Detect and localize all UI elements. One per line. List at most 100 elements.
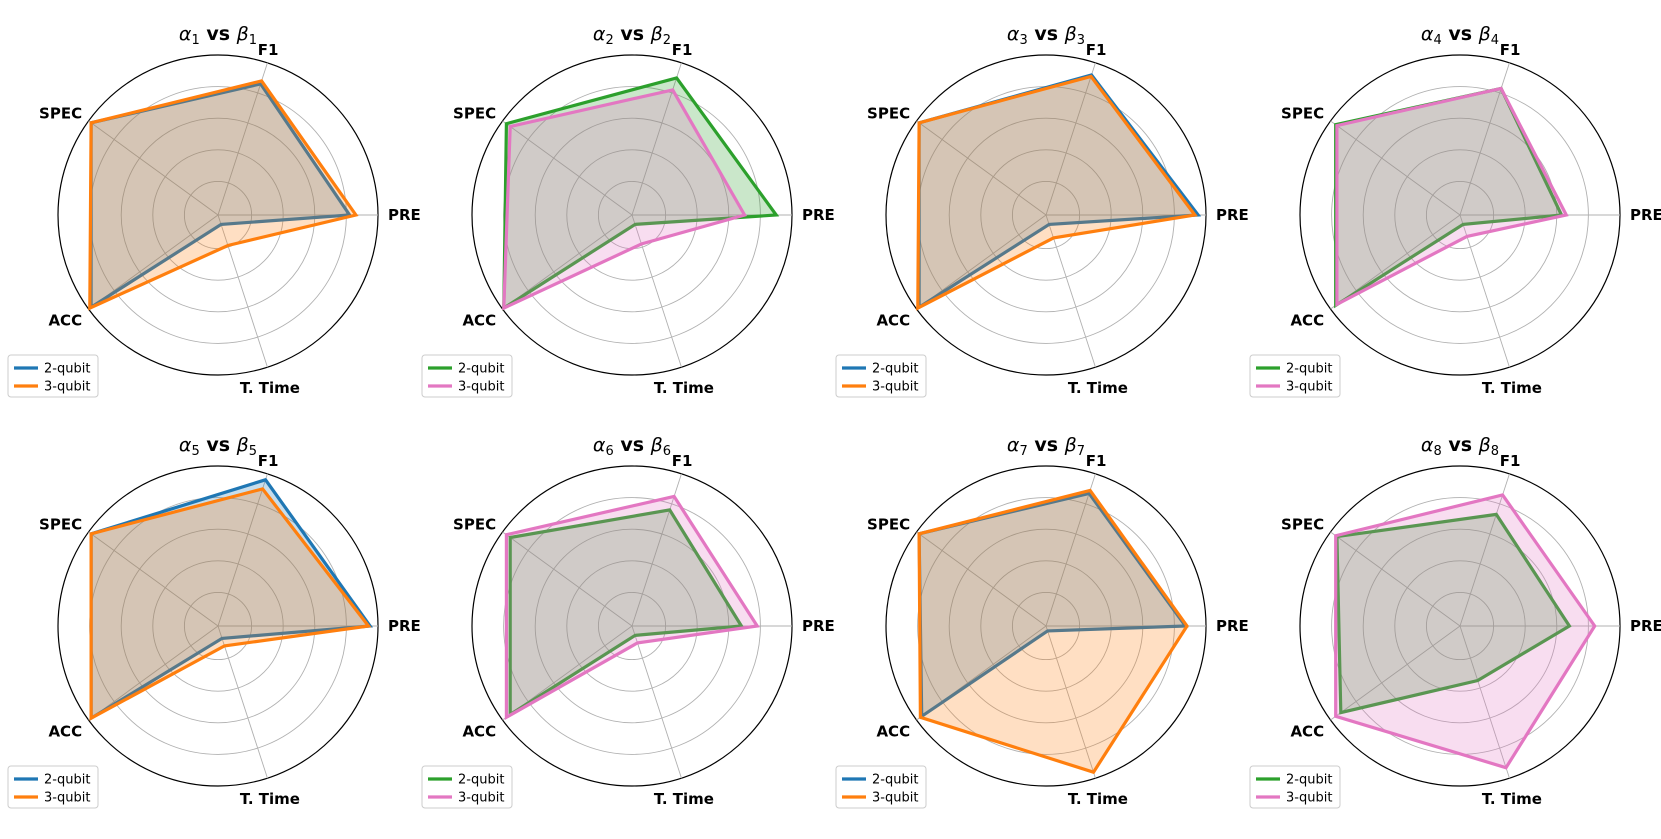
axis-label: ACC	[462, 723, 496, 741]
radar-spoke	[1330, 120, 1461, 216]
radar-spoke	[502, 531, 633, 627]
radar-spoke	[1045, 625, 1096, 779]
series-fill-2-qubit	[510, 509, 742, 715]
radar-chart-1: PRE F1 SPEC ACC T. Time α1​ vs β1​ 2-qubit 3-qu…	[7, 23, 421, 398]
legend-label: 3-qubit	[1286, 380, 1332, 395]
series-fill-2-qubit	[1335, 88, 1562, 306]
radar-spoke	[1459, 214, 1510, 368]
radar-spoke	[1330, 625, 1461, 721]
axis-label: F1	[258, 452, 279, 470]
legend-label: 3-qubit	[458, 380, 504, 395]
series-line-2-qubit	[508, 508, 745, 718]
series-fill-3-qubit	[91, 488, 369, 719]
axis-label: PRE	[388, 206, 421, 224]
series-fill-2-qubit	[1336, 514, 1570, 713]
series-fill-3-qubit	[89, 80, 356, 309]
chart-title: α2​ vs β2​	[593, 23, 671, 48]
chart-title: α7​ vs β7​	[1007, 434, 1085, 459]
radar-chart-6: PRE F1 SPEC ACC T. Time α6​ vs β6​ 2-qubit 3-qu…	[421, 434, 835, 809]
series-fill-3-qubit	[506, 496, 758, 718]
legend-label: 2-qubit	[458, 773, 504, 788]
series-fill-2-qubit	[503, 77, 777, 309]
axis-label: PRE	[1216, 617, 1249, 635]
legend: 2-qubit 3-qubit	[7, 354, 99, 398]
series-line-2-qubit	[1335, 512, 1572, 715]
radar-chart-7: PRE F1 SPEC ACC T. Time α7​ vs β7​ 2-qubit 3-qu…	[835, 434, 1249, 809]
radar-spoke	[1459, 625, 1510, 779]
series-fill-2-qubit	[919, 493, 1186, 717]
series-line-3-qubit	[916, 74, 1198, 311]
axis-label: PRE	[1216, 206, 1249, 224]
series-line-3-qubit	[89, 487, 372, 721]
axis-label: SPEC	[39, 515, 82, 533]
radar-spoke	[916, 531, 1047, 627]
legend-label: 3-qubit	[872, 380, 918, 395]
axis-label: F1	[672, 41, 693, 59]
chart-title: α4​ vs β4​	[1421, 23, 1499, 48]
radar-spoke	[88, 625, 219, 721]
legend: 2-qubit 3-qubit	[1249, 354, 1341, 398]
series-line-2-qubit	[502, 76, 780, 312]
axis-label: SPEC	[39, 104, 82, 122]
axis-label: F1	[1500, 41, 1521, 59]
radar-spoke	[916, 120, 1047, 216]
radar-chart-4: PRE F1 SPEC ACC T. Time α4​ vs β4​ 2-qubit 3-qu…	[1249, 23, 1661, 398]
axis-label: T. Time	[1482, 790, 1542, 808]
axis-label: SPEC	[1281, 515, 1324, 533]
axis-label: ACC	[1290, 723, 1324, 741]
series-fill-3-qubit	[503, 89, 745, 309]
series-line-3-qubit	[504, 494, 760, 721]
chart-title: α1​ vs β1​	[179, 23, 257, 48]
axis-label: PRE	[1630, 617, 1661, 635]
legend: 2-qubit 3-qubit	[421, 354, 513, 398]
axis-label: T. Time	[240, 790, 300, 808]
chart-title: α6​ vs β6​	[593, 434, 671, 459]
axis-label: PRE	[1630, 206, 1661, 224]
legend-label: 2-qubit	[1286, 773, 1332, 788]
radar-spoke	[217, 214, 268, 368]
series-fill-3-qubit	[917, 76, 1195, 309]
legend-label: 2-qubit	[458, 362, 504, 377]
axis-label: ACC	[48, 312, 82, 330]
radar-spoke	[502, 120, 633, 216]
axis-label: PRE	[802, 206, 835, 224]
axis-label: T. Time	[654, 379, 714, 397]
axis-label: F1	[258, 41, 279, 59]
axis-label: PRE	[388, 617, 421, 635]
legend: 2-qubit 3-qubit	[7, 765, 99, 809]
legend-label: 3-qubit	[458, 791, 504, 806]
radar-chart-3: PRE F1 SPEC ACC T. Time α3​ vs β3​ 2-qubit 3-qu…	[835, 23, 1249, 398]
radar-spoke	[1045, 473, 1096, 627]
series-line-3-qubit	[1334, 493, 1597, 770]
axis-label: F1	[1500, 452, 1521, 470]
legend-label: 2-qubit	[1286, 362, 1332, 377]
axis-label: SPEC	[867, 515, 910, 533]
radar-spoke	[631, 214, 682, 368]
axis-label: F1	[672, 452, 693, 470]
radar-spoke	[1459, 473, 1510, 627]
legend: 2-qubit 3-qubit	[835, 354, 927, 398]
radar-spoke	[217, 473, 268, 627]
legend-label: 2-qubit	[44, 773, 90, 788]
series-line-3-qubit	[1335, 86, 1569, 308]
radar-chart-2: PRE F1 SPEC ACC T. Time α2​ vs β2​ 2-qubit 3-qu…	[421, 23, 835, 398]
series-fill-3-qubit	[919, 490, 1187, 773]
axis-label: T. Time	[1482, 379, 1542, 397]
axis-label: T. Time	[654, 790, 714, 808]
axis-label: ACC	[48, 723, 82, 741]
series-line-3-qubit	[88, 79, 359, 311]
axis-label: T. Time	[1068, 379, 1128, 397]
legend-label: 3-qubit	[44, 380, 90, 395]
legend: 2-qubit 3-qubit	[835, 765, 927, 809]
radar-spoke	[631, 625, 682, 779]
series-fill-3-qubit	[1336, 88, 1567, 305]
radar-spoke	[217, 62, 268, 216]
legend-label: 3-qubit	[872, 791, 918, 806]
axis-label: SPEC	[867, 104, 910, 122]
axis-label: F1	[1086, 41, 1107, 59]
radar-spoke	[217, 625, 268, 779]
series-line-3-qubit	[917, 488, 1189, 775]
series-fill-2-qubit	[91, 83, 350, 308]
series-line-3-qubit	[502, 88, 748, 311]
axis-label: F1	[1086, 452, 1107, 470]
